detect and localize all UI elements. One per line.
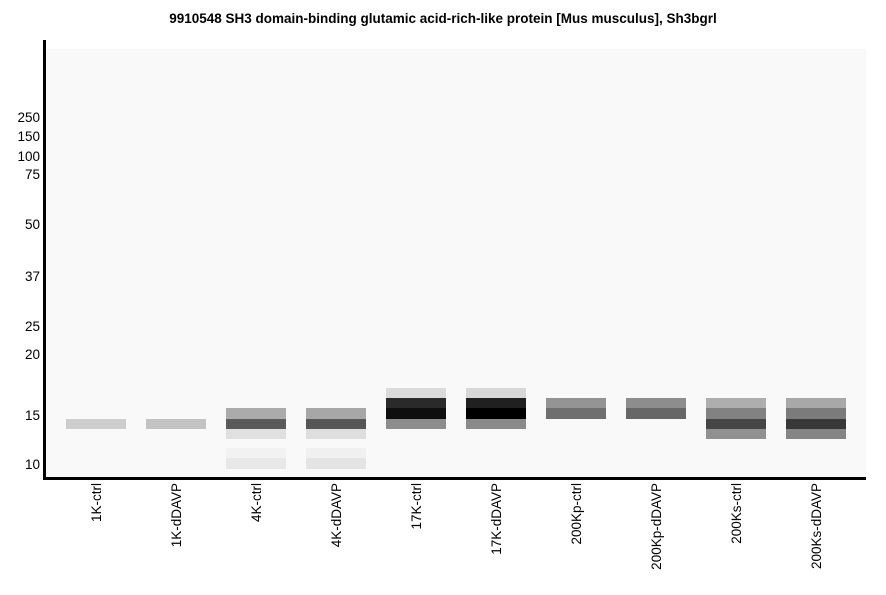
gel-band-17K-ctrl — [386, 408, 446, 419]
gel-band-4K-dDAVP — [306, 458, 366, 469]
y-tick-label-75: 75 — [24, 167, 40, 182]
gel-band-4K-ctrl — [226, 429, 286, 439]
y-tick-label-10: 10 — [24, 457, 40, 472]
gel-band-200Kp-ctrl — [546, 398, 606, 408]
y-tick-label-20: 20 — [24, 347, 40, 362]
gel-band-1K-ctrl — [66, 419, 126, 429]
lane-label-200Ks-dDAVP: 200Ks-dDAVP — [809, 483, 824, 570]
y-tick-label-15: 15 — [24, 408, 40, 423]
y-tick-label-150: 150 — [17, 129, 40, 144]
lane-label-1K-ctrl: 1K-ctrl — [89, 483, 104, 523]
gel-band-200Ks-dDAVP — [786, 429, 846, 439]
gel-band-4K-dDAVP — [306, 419, 366, 429]
gel-band-4K-ctrl — [226, 458, 286, 469]
gel-band-4K-dDAVP — [306, 408, 366, 419]
x-axis-line — [43, 477, 866, 480]
gel-band-200Kp-dDAVP — [626, 408, 686, 419]
lane-label-200Ks-ctrl: 200Ks-ctrl — [729, 483, 744, 544]
gel-band-17K-dDAVP — [466, 388, 526, 398]
gel-band-17K-dDAVP — [466, 398, 526, 408]
gel-band-200Ks-ctrl — [706, 408, 766, 419]
lane-label-4K-dDAVP: 4K-dDAVP — [329, 483, 344, 548]
gel-band-4K-ctrl — [226, 448, 286, 458]
gel-band-200Kp-ctrl — [546, 408, 606, 419]
gel-band-17K-ctrl — [386, 388, 446, 398]
lane-label-200Kp-ctrl: 200Kp-ctrl — [569, 483, 584, 545]
lane-label-17K-ctrl: 17K-ctrl — [409, 483, 424, 530]
lane-label-17K-dDAVP: 17K-dDAVP — [489, 483, 504, 555]
gel-band-4K-ctrl — [226, 419, 286, 429]
y-tick-label-25: 25 — [24, 319, 40, 334]
gel-band-17K-ctrl — [386, 398, 446, 408]
gel-band-200Ks-ctrl — [706, 398, 766, 408]
gel-band-200Ks-dDAVP — [786, 408, 846, 419]
gel-band-200Kp-dDAVP — [626, 398, 686, 408]
y-tick-label-250: 250 — [17, 110, 40, 125]
y-tick-label-37: 37 — [24, 269, 40, 284]
lane-label-4K-ctrl: 4K-ctrl — [249, 483, 264, 523]
y-tick-label-100: 100 — [17, 149, 40, 164]
gel-band-200Ks-ctrl — [706, 419, 766, 429]
y-axis-line — [43, 40, 46, 480]
gel-band-4K-ctrl — [226, 408, 286, 419]
y-tick-label-50: 50 — [24, 217, 40, 232]
gel-band-200Ks-dDAVP — [786, 419, 846, 429]
gel-band-1K-dDAVP — [146, 419, 206, 429]
lane-label-200Kp-dDAVP: 200Kp-dDAVP — [649, 483, 664, 570]
figure-title: 9910548 SH3 domain-binding glutamic acid… — [169, 11, 717, 26]
lane-label-1K-dDAVP: 1K-dDAVP — [169, 483, 184, 548]
gel-band-17K-dDAVP — [466, 419, 526, 429]
gel-band-17K-dDAVP — [466, 408, 526, 419]
gel-band-200Ks-ctrl — [706, 429, 766, 439]
gel-band-4K-dDAVP — [306, 429, 366, 439]
gel-band-200Ks-dDAVP — [786, 398, 846, 408]
gel-band-4K-dDAVP — [306, 448, 366, 458]
gel-band-17K-ctrl — [386, 419, 446, 429]
